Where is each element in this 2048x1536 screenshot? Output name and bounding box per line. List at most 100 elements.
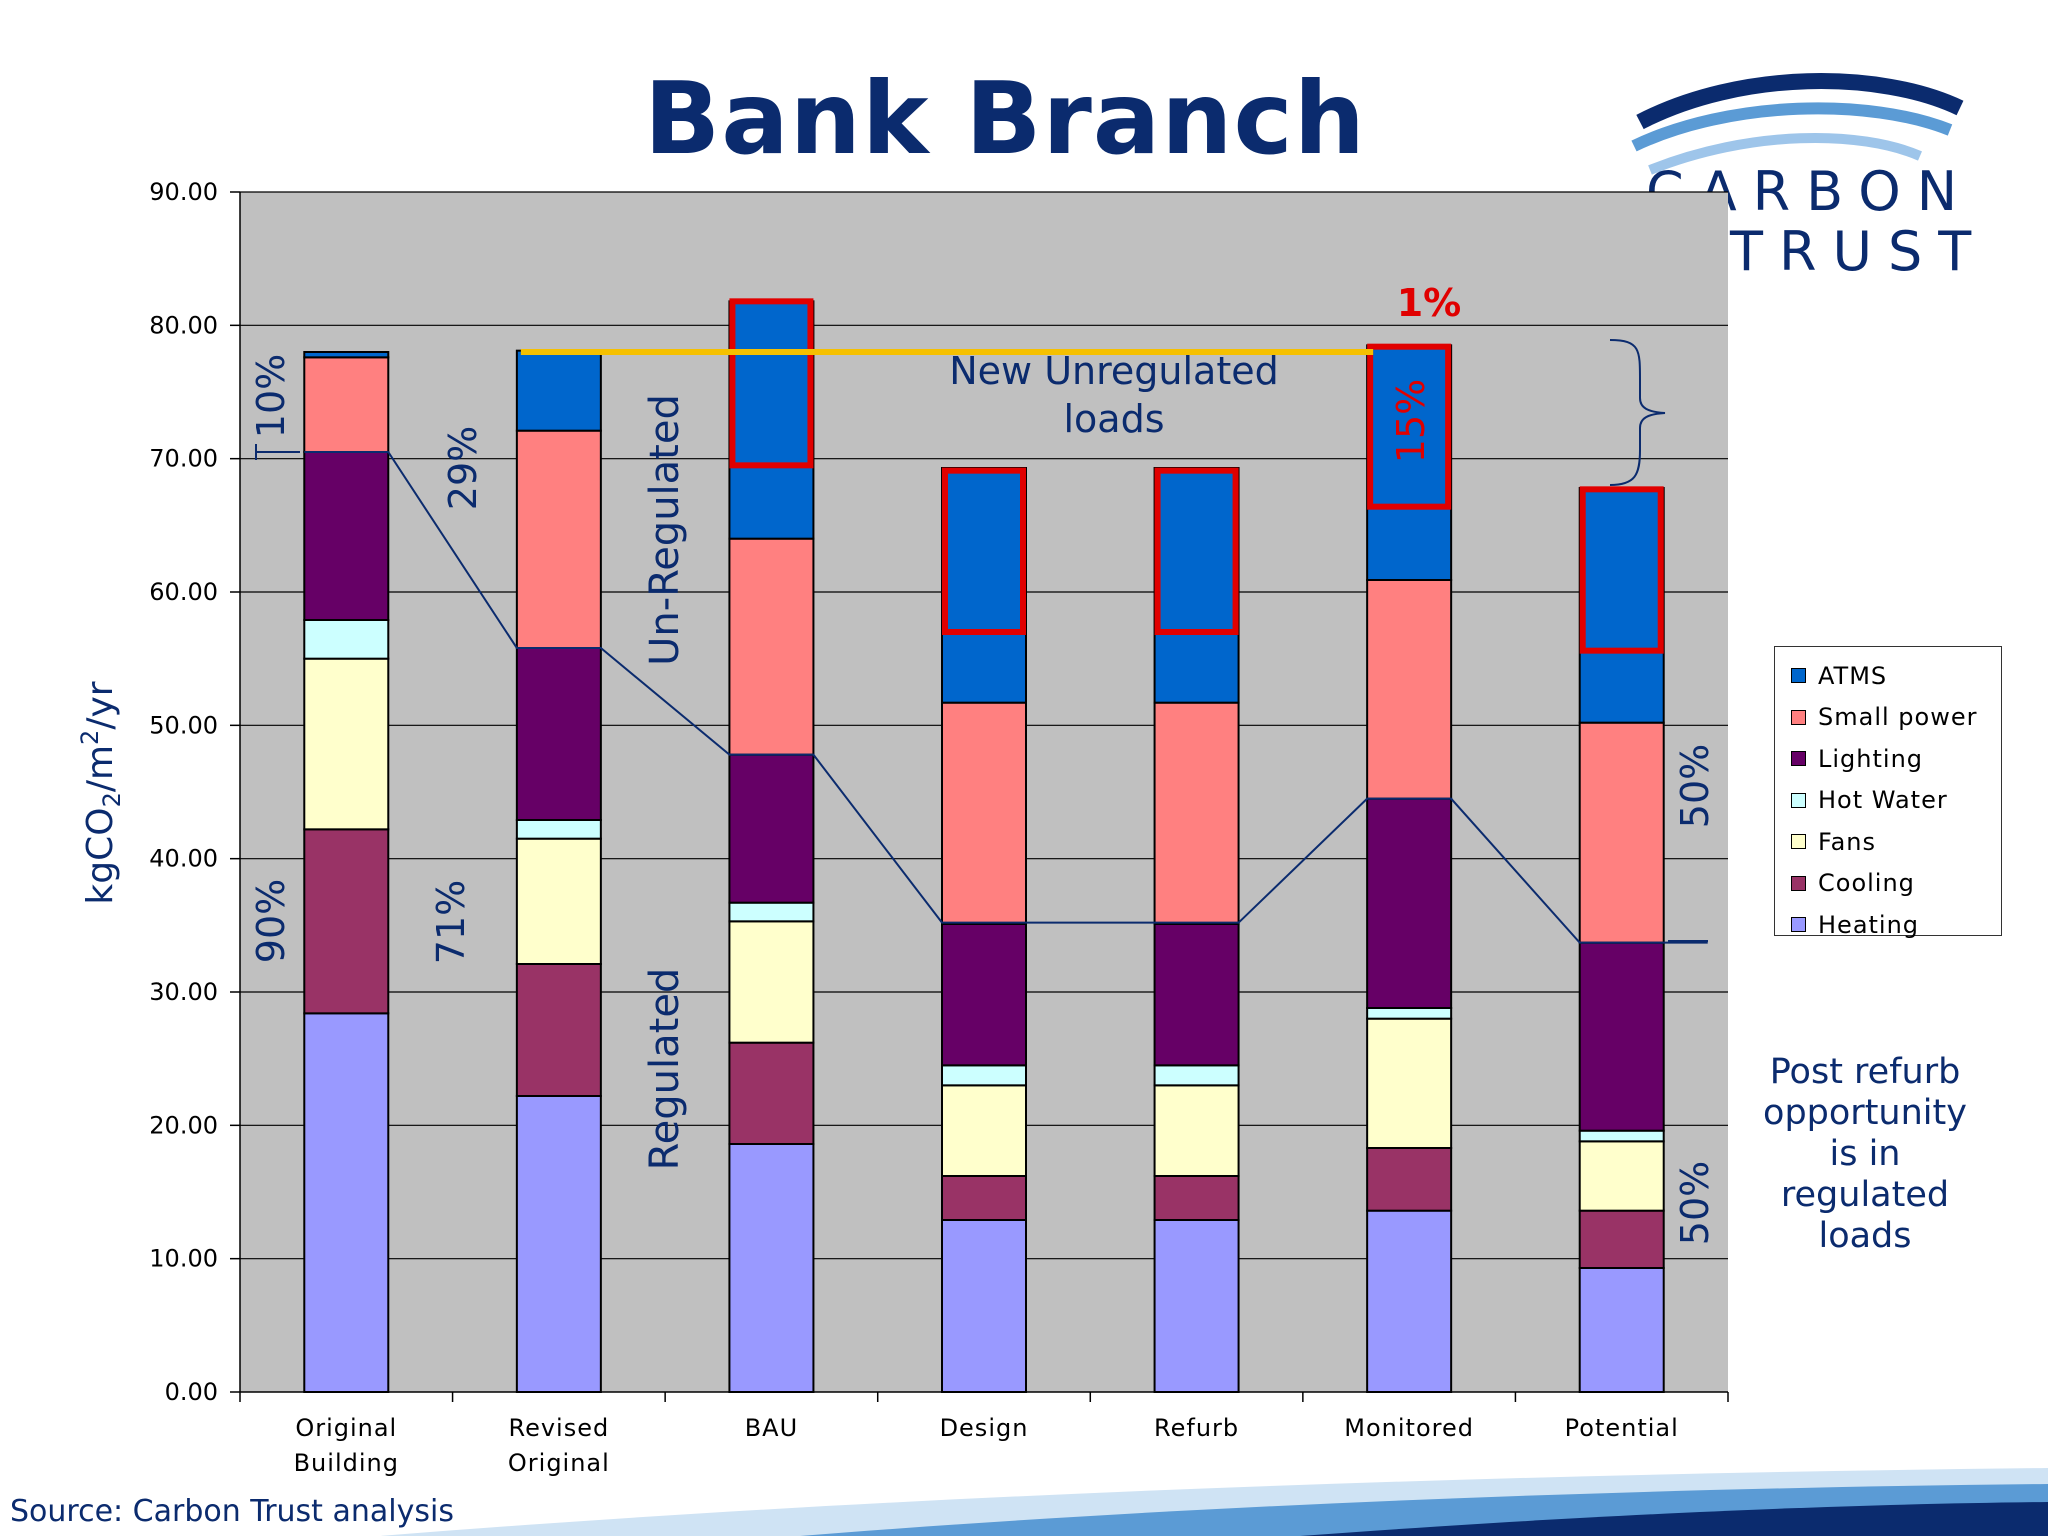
legend-label: Fans (1818, 827, 1877, 856)
y-tick-labels: 0.00 10.00 20.00 30.00 40.00 50.00 60.00 70.00 8… (149, 178, 240, 1406)
x-tick-label: Original (508, 1449, 610, 1477)
y-tick-label: 20.00 (149, 1111, 218, 1139)
source-note: Source: Carbon Trust analysis (10, 1494, 454, 1529)
y-tick-label: 30.00 (149, 978, 218, 1006)
x-tick-label: Refurb (1154, 1414, 1239, 1442)
legend-label: Hot Water (1818, 786, 1948, 815)
bar-segment-hot-water (941, 1064, 1027, 1087)
legend-item: Hot Water (1775, 780, 2001, 822)
y-tick-label: 50.00 (149, 711, 218, 739)
bar-segment-fans (303, 657, 390, 831)
legend-swatch (1791, 751, 1806, 767)
note-line: regulated (1780, 1175, 1950, 1215)
bar-segment-small-power (728, 537, 815, 756)
bar-segment-heating (303, 1012, 390, 1393)
original-regulated-pct: 90% (249, 879, 293, 963)
bar-segment-small-power (1578, 721, 1665, 944)
monitored-top-pct: 1% (1397, 281, 1462, 325)
bar-segment-heating (728, 1143, 815, 1393)
original-unregulated-pct: 10% (249, 354, 293, 438)
legend-swatch (1791, 834, 1806, 850)
highlight-box (942, 467, 1026, 635)
legend-item: Lighting (1775, 738, 2001, 780)
x-tick-labels: Original Building Revised Original BAU Design… (294, 1414, 1679, 1477)
regulated-label: Regulated (642, 968, 688, 1171)
bar-segment-heating (941, 1219, 1027, 1393)
bar-segment-hot-water (728, 901, 815, 923)
y-tick-label: 10.00 (149, 1245, 218, 1273)
bar-segment-cooling (1366, 1147, 1453, 1212)
legend-item: Fans (1775, 821, 2001, 863)
y-axis-label: kgCO2/m2/yr (76, 681, 126, 904)
bar-segment-hot-water (1366, 1007, 1453, 1020)
legend-label: Small power (1818, 703, 1978, 732)
bar-segment-atms (303, 351, 390, 359)
legend-swatch (1791, 917, 1806, 933)
legend-item: ATMS (1775, 655, 2001, 697)
bar-segment-fans (515, 837, 602, 966)
highlight-boxes (729, 298, 1664, 654)
legend-swatch (1791, 709, 1806, 725)
carbon-trust-logo: CARBON TRUST (1631, 73, 1987, 280)
bar-segment-fans (1366, 1017, 1453, 1150)
legend-swatch (1791, 792, 1806, 808)
note-line: is in (1829, 1134, 1901, 1174)
bar-segment-heating (1366, 1209, 1453, 1393)
unregulated-label: Un-Regulated (642, 394, 688, 666)
bar-segment-small-power (941, 701, 1027, 926)
legend-swatch (1791, 875, 1806, 891)
legend-label: Cooling (1818, 869, 1915, 898)
bar-segment-cooling (728, 1041, 815, 1145)
bar-segment-lighting (728, 753, 815, 904)
page-title: Bank Branch (644, 60, 1366, 177)
legend-label: Lighting (1818, 744, 1924, 773)
bar-segment-fans (941, 1084, 1027, 1178)
x-tick-label: Monitored (1344, 1414, 1474, 1442)
bar-segment-cooling (303, 828, 390, 1015)
bar-segment-atms (1578, 487, 1665, 724)
legend-label: Heating (1818, 910, 1920, 939)
x-tick-label: Building (294, 1449, 399, 1477)
legend-item: Cooling (1775, 863, 2001, 905)
legend-item: Small power (1775, 697, 2001, 739)
highlight-box (729, 298, 814, 469)
bar-segment-lighting (1153, 923, 1240, 1067)
bar-segment-small-power (515, 429, 602, 649)
bar-segment-fans (728, 920, 815, 1044)
bar-segment-lighting (1366, 797, 1453, 1010)
bar-segment-small-power (1153, 701, 1240, 926)
bar-segment-atms (1366, 344, 1453, 582)
chart-legend: ATMS Small power Lighting Hot Water Fans Cool… (1774, 646, 2002, 939)
bar-segment-small-power (1366, 579, 1453, 800)
bar-segment-lighting (941, 923, 1027, 1067)
bar-segment-lighting (515, 647, 602, 821)
monitored-unregulated-pct: 15% (1389, 379, 1433, 463)
axes (239, 192, 1729, 1402)
bar-segment-cooling (1153, 1175, 1240, 1221)
bar-segment-atms (941, 467, 1027, 704)
legend-item: Heating (1775, 904, 2001, 946)
x-tick-label: Potential (1565, 1414, 1679, 1442)
bar-segment-cooling (515, 963, 602, 1097)
note-line: opportunity (1763, 1093, 1967, 1133)
x-tick-label: Revised (508, 1414, 609, 1442)
bar-segment-atms (1153, 467, 1240, 704)
note-line: Post refurb (1769, 1052, 1961, 1092)
bar-segment-hot-water (1153, 1064, 1240, 1087)
bar-segment-small-power (303, 356, 390, 454)
svg-text:TRUST: TRUST (1729, 220, 1987, 280)
y-tick-label: 0.00 (165, 1378, 218, 1406)
potential-unregulated-pct: 50% (1673, 744, 1717, 828)
new-unregulated-label-line2: loads (1063, 397, 1164, 441)
bar-segment-heating (515, 1095, 602, 1393)
y-tick-label: 70.00 (149, 445, 218, 473)
bar-segment-heating (1153, 1219, 1240, 1393)
bar-segment-atms (728, 300, 815, 540)
y-tick-label: 60.00 (149, 578, 218, 606)
highlight-box (1154, 467, 1239, 635)
bar-segment-lighting (1578, 941, 1665, 1132)
note-line: loads (1818, 1216, 1912, 1256)
bar-segment-cooling (941, 1175, 1027, 1221)
bar-segment-cooling (1578, 1209, 1665, 1269)
legend-swatch (1791, 668, 1806, 684)
